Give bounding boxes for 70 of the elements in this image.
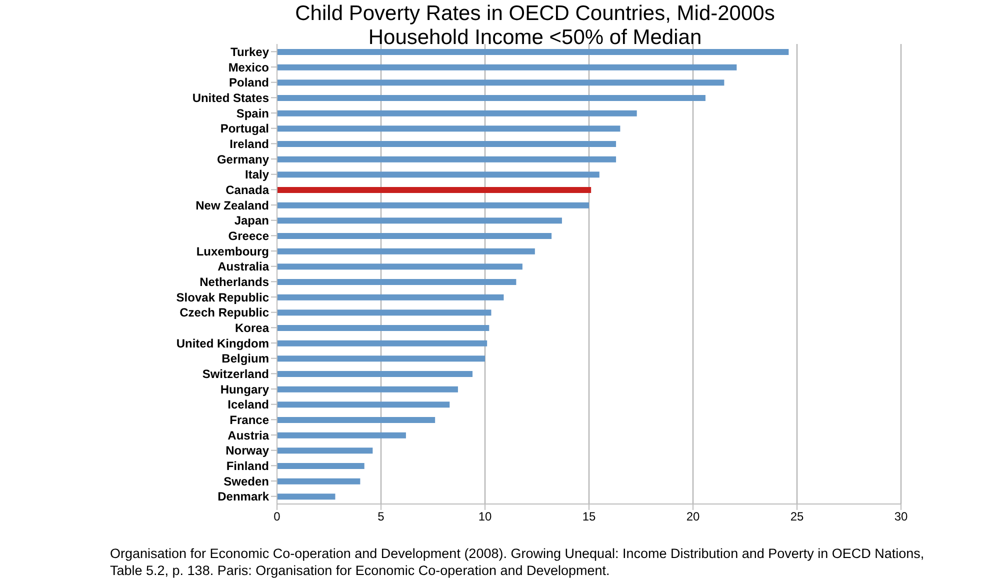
y-tick-label: Mexico — [228, 60, 269, 74]
y-tick-label: Turkey — [230, 44, 270, 59]
bar — [277, 294, 504, 300]
y-tick-label: United States — [192, 90, 270, 105]
bar — [277, 64, 737, 70]
x-tick-label: 0 — [274, 510, 281, 524]
y-tick-label: Ireland — [230, 136, 269, 151]
x-tick-label: 10 — [478, 510, 492, 524]
y-tick-label: Slovak Republic — [176, 290, 270, 304]
y-tick-label: Finland — [226, 458, 269, 473]
y-tick-label: Denmark — [218, 490, 270, 504]
bar — [277, 386, 458, 392]
x-tick-label: 15 — [582, 510, 596, 524]
y-tick-label: Poland — [228, 76, 269, 90]
bar — [277, 432, 406, 438]
bar — [277, 310, 492, 316]
y-tick-label: United Kingdom — [176, 336, 269, 350]
bar — [277, 371, 473, 377]
y-tick-label: Portugal — [220, 122, 269, 136]
bar — [277, 202, 589, 208]
bar — [277, 448, 373, 454]
x-tick-label: 30 — [894, 510, 908, 524]
bar — [277, 248, 535, 254]
bar — [277, 187, 592, 193]
y-tick-label: Sweden — [224, 474, 269, 488]
y-tick-label: Australia — [218, 260, 270, 274]
bar — [277, 417, 436, 423]
bar — [277, 95, 706, 101]
x-tick-label: 5 — [378, 510, 385, 524]
bar — [277, 218, 562, 224]
y-tick-label: Luxembourg — [196, 244, 269, 258]
bar — [277, 80, 724, 86]
y-tick-label: Spain — [236, 106, 269, 120]
y-tick-label: Japan — [234, 214, 269, 228]
bar — [277, 478, 360, 484]
bar — [277, 172, 600, 178]
y-tick-label: Switzerland — [202, 366, 269, 381]
y-tick-label: Czech Republic — [180, 306, 270, 320]
y-tick-label: Norway — [226, 444, 270, 458]
bar — [277, 264, 522, 270]
y-tick-label: Hungary — [220, 382, 270, 396]
bar — [277, 463, 364, 469]
bar — [277, 49, 789, 55]
y-tick-label: Canada — [226, 182, 270, 197]
y-tick-label: Netherlands — [200, 274, 270, 289]
bar — [277, 156, 616, 162]
bar — [277, 325, 490, 331]
y-tick-label: New Zealand — [196, 198, 269, 212]
bar — [277, 340, 488, 346]
y-tick-label: Italy — [244, 168, 270, 182]
y-tick-label: Germany — [216, 152, 270, 166]
y-tick-label: Austria — [228, 428, 270, 442]
x-tick-label: 20 — [686, 510, 700, 524]
bar — [277, 233, 552, 239]
y-tick-label: France — [230, 412, 270, 427]
chart-subtitle: Household Income <50% of Median — [368, 26, 702, 49]
y-tick-label: Korea — [234, 320, 270, 335]
bar — [277, 356, 485, 362]
bar — [277, 279, 516, 285]
y-tick-label: Iceland — [228, 398, 269, 412]
bar — [277, 141, 616, 147]
bar — [277, 110, 637, 116]
text: Organisation for Economic Co-operation and Development (2008). Growing Unequal: Income Distribution and Poverty in OECD Nations, Table 5.2, p. 138. Paris: Organisation for Economic Co-operation and Development. — [110, 545, 926, 579]
x-tick-label: 25 — [790, 510, 804, 524]
y-tick-label: Greece — [228, 228, 270, 243]
bar — [277, 402, 450, 408]
y-tick-label: Belgium — [222, 352, 269, 366]
chart-title: Child Poverty Rates in OECD Countries, Mid-2000s — [294, 2, 776, 26]
bar — [277, 494, 336, 500]
bar — [277, 126, 620, 132]
